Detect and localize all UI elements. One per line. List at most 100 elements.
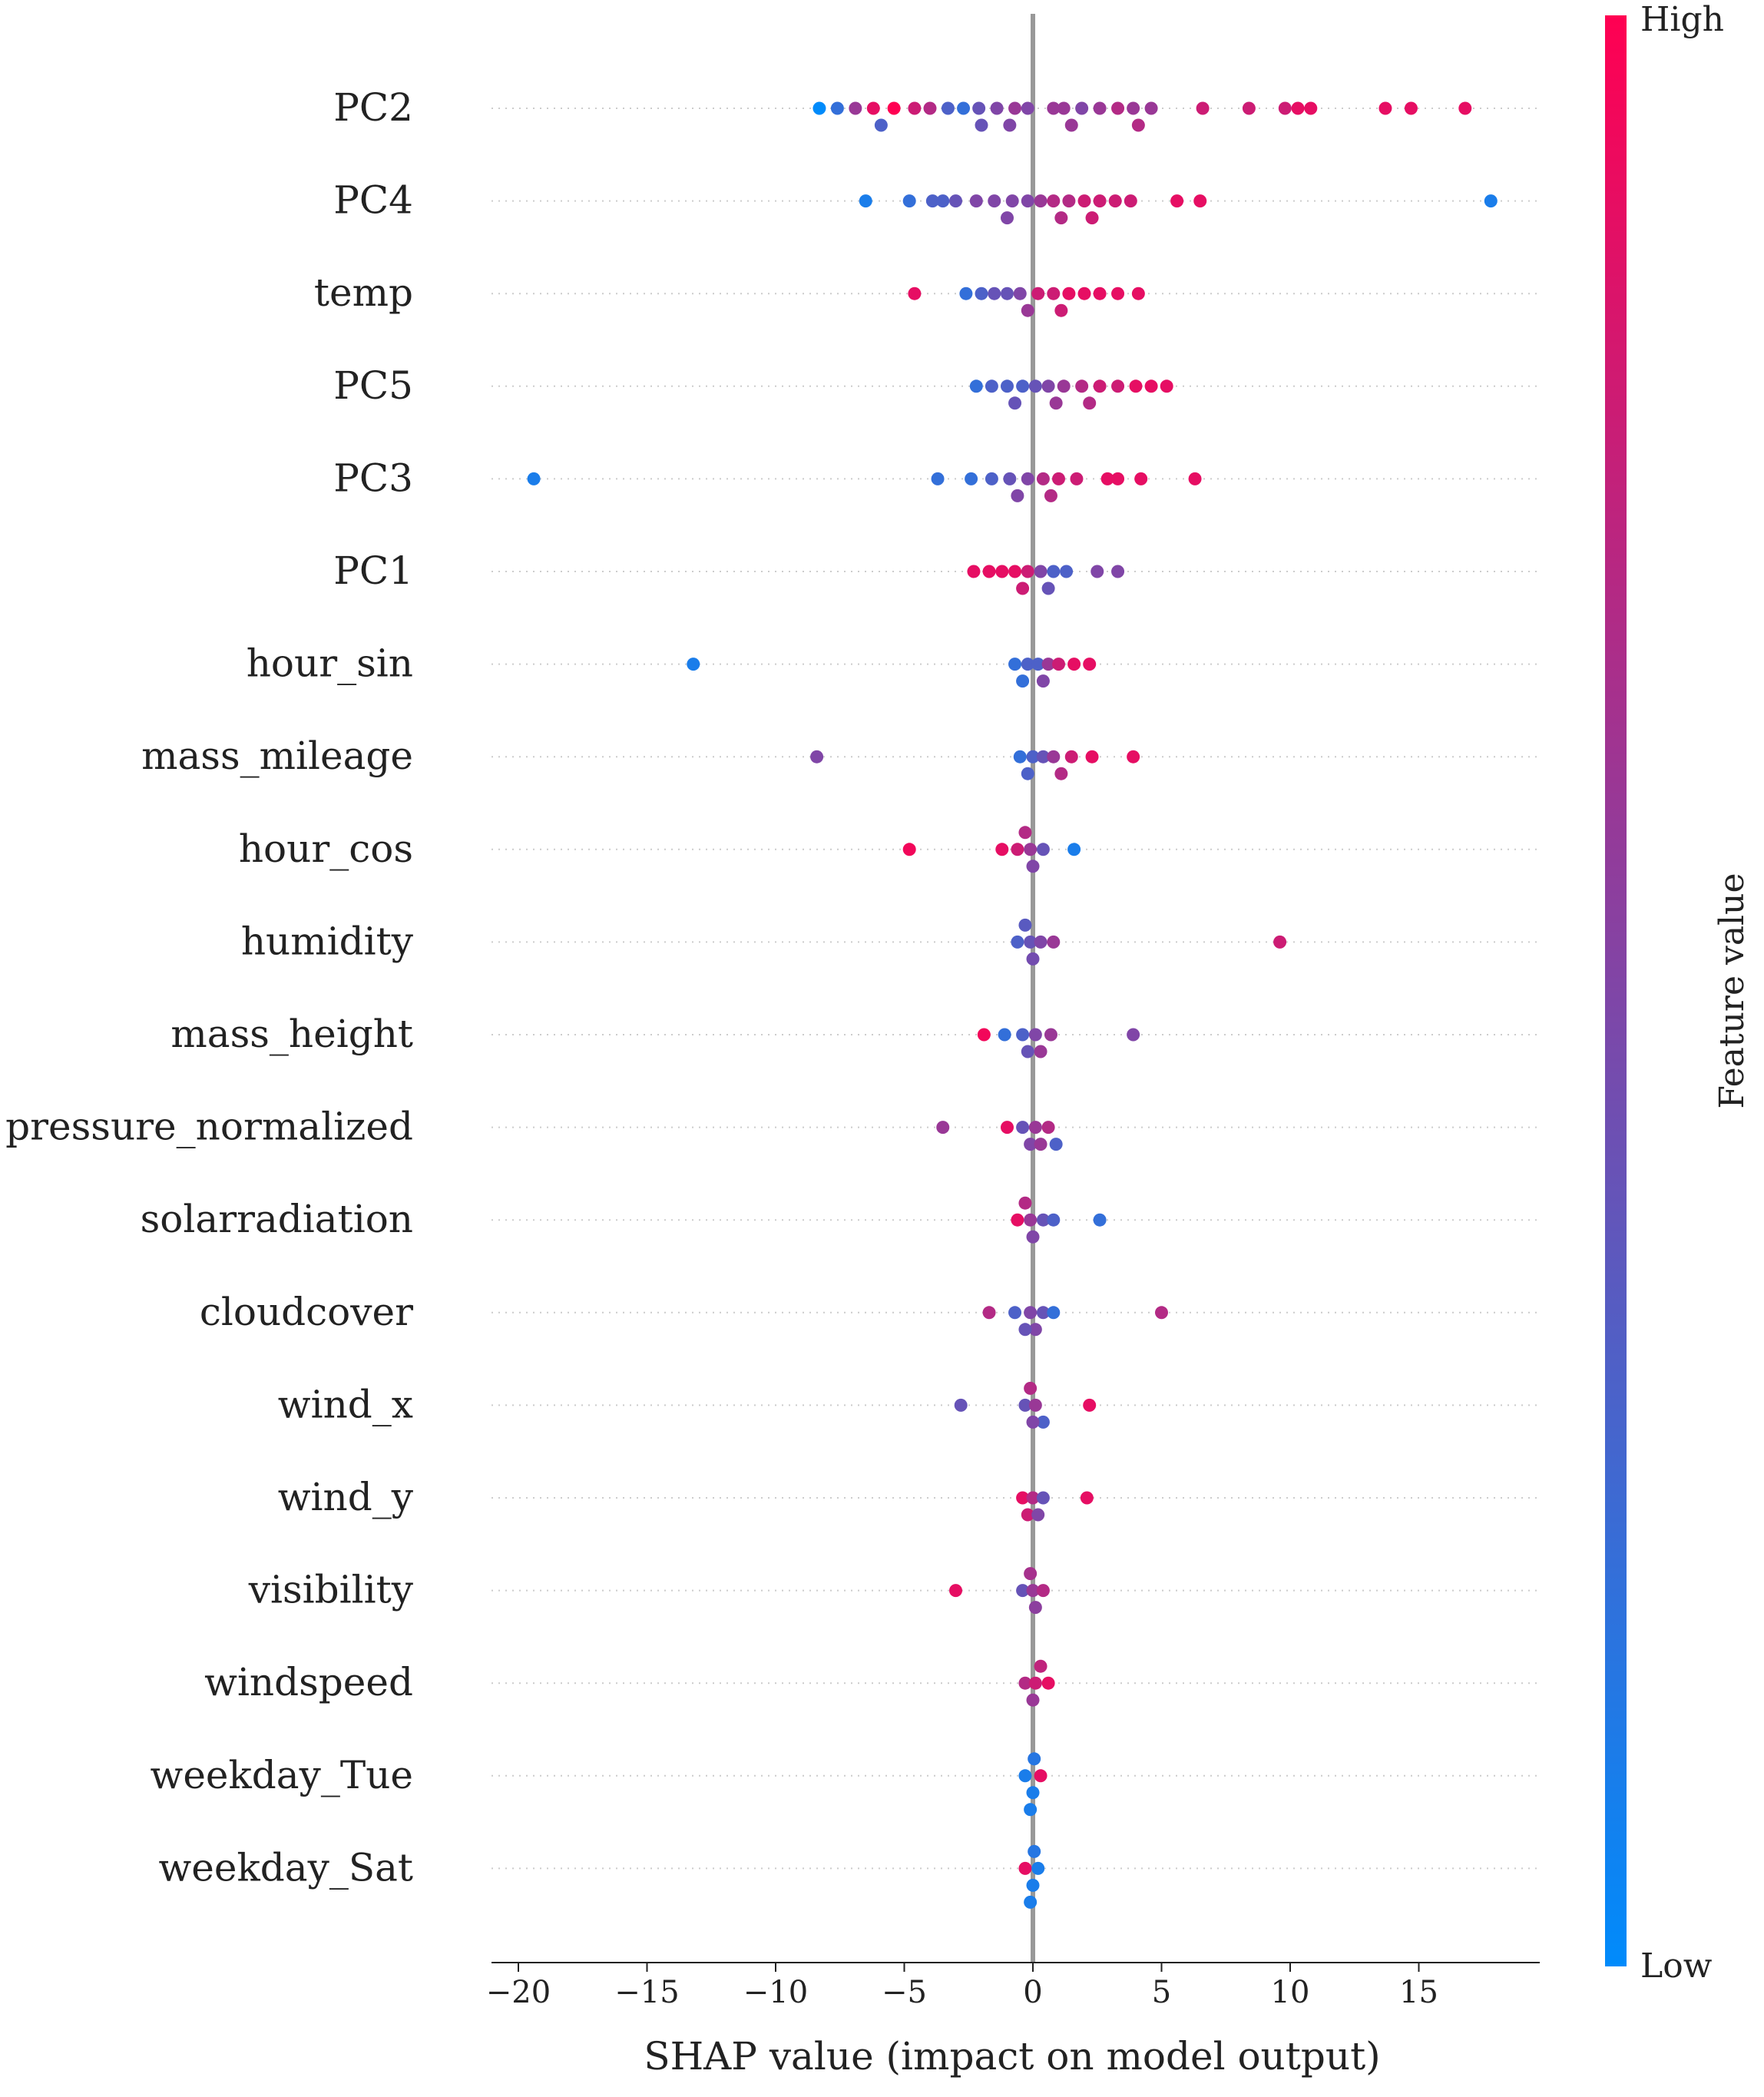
shap-point [1016, 1028, 1030, 1042]
shap-point [1047, 750, 1061, 764]
shap-point [1041, 1121, 1055, 1135]
shap-point [1067, 843, 1081, 856]
shap-point [1144, 101, 1158, 115]
shap-point [687, 658, 700, 671]
shap-point [985, 379, 998, 393]
x-tick-label: −5 [882, 1975, 927, 2010]
shap-point [1052, 658, 1065, 671]
shap-point [1036, 843, 1050, 856]
shap-point [1127, 1028, 1140, 1042]
shap-point [1028, 1844, 1041, 1858]
shap-point [908, 287, 922, 300]
shap-point [1134, 472, 1148, 485]
shap-point [1016, 581, 1030, 595]
shap-point [1111, 379, 1125, 393]
shap-point [908, 101, 922, 115]
shap-point [1018, 1196, 1032, 1210]
shap-point [874, 118, 888, 132]
shap-point [1070, 472, 1084, 485]
shap-point [1111, 101, 1125, 115]
x-tick-label: −20 [486, 1975, 551, 2010]
feature-label: pressure_normalized [5, 1105, 413, 1149]
feature-label: visibility [248, 1568, 414, 1612]
shap-point [965, 472, 978, 485]
shap-point [995, 565, 1009, 578]
shap-point [1001, 379, 1014, 393]
shap-point [1085, 211, 1099, 225]
shap-point [1036, 1306, 1050, 1320]
shap-point [923, 101, 937, 115]
shap-point [1093, 287, 1107, 300]
shap-point [1196, 101, 1210, 115]
shap-point [1047, 565, 1061, 578]
x-tick-label: 15 [1399, 1975, 1438, 2010]
shap-point [1131, 118, 1145, 132]
shap-point [1011, 843, 1024, 856]
feature-labels: PC2 PC4 temp PC5 PC3 PC1 hour_sin mass_mileageh… [5, 85, 414, 1890]
shap-point [830, 101, 844, 115]
shap-point [1085, 750, 1099, 764]
shap-point [1077, 194, 1091, 208]
shap-point [1041, 1676, 1055, 1690]
shap-point [969, 194, 983, 208]
shap-point [1021, 1508, 1034, 1522]
feature-label: PC4 [333, 178, 413, 223]
shap-point [1016, 1491, 1030, 1505]
shap-point [1100, 472, 1114, 485]
shap-point [1016, 379, 1030, 393]
shap-point [1034, 1045, 1047, 1058]
shap-point [1028, 1752, 1041, 1766]
shap-point [1031, 1861, 1045, 1875]
shap-point [1075, 379, 1089, 393]
shap-point [949, 1584, 962, 1598]
shap-point [1044, 1028, 1057, 1042]
shap-point [1160, 379, 1173, 393]
x-tick-label: −15 [614, 1975, 679, 2010]
shap-point [1041, 658, 1055, 671]
shap-point [1026, 750, 1040, 764]
shap-point [1083, 1398, 1097, 1412]
shap-point [1021, 1045, 1034, 1058]
shap-point [1018, 918, 1032, 932]
shap-point [1077, 287, 1091, 300]
shap-point [1031, 658, 1045, 671]
shap-point [1067, 658, 1081, 671]
shap-point [1016, 1584, 1030, 1598]
shap-point [1378, 101, 1392, 115]
shap-point [1001, 287, 1014, 300]
shap-point [1034, 1659, 1047, 1673]
feature-label: PC2 [333, 85, 413, 130]
shap-point [1131, 287, 1145, 300]
shap-point [1003, 118, 1017, 132]
shap-point [1024, 1213, 1038, 1227]
shap-point [1108, 194, 1122, 208]
shap-point [1127, 750, 1140, 764]
shap-point [1093, 379, 1107, 393]
shap-point [1188, 472, 1202, 485]
colorbar-gradient [1605, 15, 1627, 1966]
shap-point [1062, 194, 1076, 208]
shap-point [1026, 1878, 1040, 1892]
feature-label: wind_x [278, 1382, 413, 1426]
shap-point [1024, 935, 1038, 949]
shap-point [931, 472, 945, 485]
shap-point [1021, 101, 1034, 115]
shap-point [1036, 1491, 1050, 1505]
shap-point [1021, 303, 1034, 317]
feature-label: PC5 [333, 363, 413, 408]
shap-point [1011, 1213, 1024, 1227]
shap-points [527, 101, 1498, 1909]
shap-point [995, 843, 1009, 856]
feature-label: weekday_Tue [151, 1753, 413, 1797]
shap-point [1304, 101, 1318, 115]
shap-point [1021, 767, 1034, 780]
shap-point [1036, 1415, 1050, 1429]
feature-label: weekday_Sat [159, 1845, 414, 1890]
shap-point [1083, 658, 1097, 671]
shap-point [1041, 581, 1055, 595]
shap-point [1036, 1584, 1050, 1598]
shap-point [1024, 1567, 1038, 1581]
shap-point [1404, 101, 1418, 115]
shap-point [941, 101, 955, 115]
